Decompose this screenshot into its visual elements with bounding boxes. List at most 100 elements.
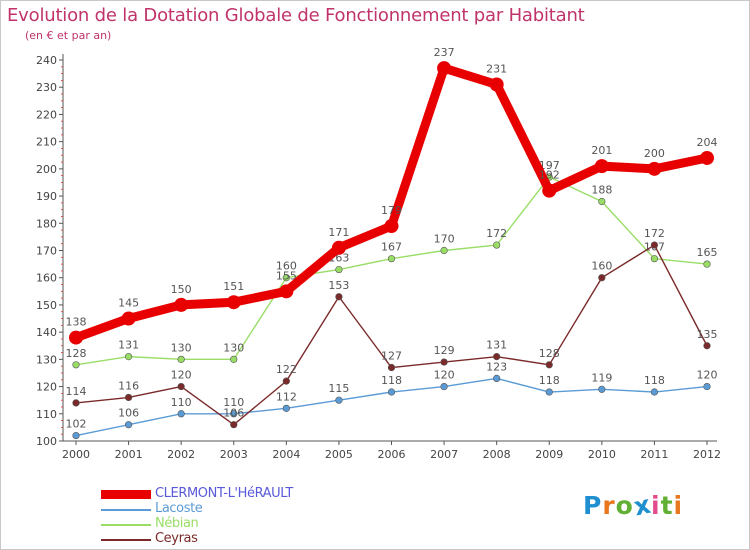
data-label-lacoste-2005: 115 [328, 382, 349, 395]
chart-title: Evolution de la Dotation Globale de Fonc… [7, 5, 585, 26]
data-point-clermont-l-h-rault-2012 [700, 150, 714, 165]
data-label-n-bian-2008: 172 [486, 227, 507, 240]
data-point-lacoste-2003 [230, 410, 238, 418]
y-tick-label-170: 170 [36, 245, 57, 258]
data-label-lacoste-2004: 112 [276, 390, 297, 403]
x-tick-label-2000: 2000 [62, 448, 90, 461]
data-label-ceyras-2002: 120 [171, 369, 192, 382]
legend-swatch-nebian [101, 524, 151, 526]
data-point-lacoste-2006 [387, 388, 396, 396]
data-point-n-bian-2007 [440, 246, 448, 255]
legend-item-nebian: Nébian [101, 516, 361, 532]
x-tick-label-2010: 2010 [588, 448, 616, 461]
data-point-lacoste-2008 [493, 374, 501, 383]
data-label-clermont-l-h-rault-2005: 171 [328, 226, 349, 239]
series-line-clermont-l-h-rault [74, 63, 708, 342]
data-point-ceyras-2011 [650, 241, 659, 249]
data-point-clermont-l-h-rault-2003 [226, 295, 241, 310]
data-point-ceyras-2012 [703, 342, 711, 350]
data-label-clermont-l-h-rault-2006: 179 [381, 204, 402, 217]
data-point-lacoste-2012 [703, 382, 711, 391]
data-label-n-bian-2004: 160 [276, 260, 297, 273]
data-point-lacoste-2011 [650, 388, 659, 396]
data-point-n-bian-2012 [703, 260, 711, 268]
legend-swatch-lacoste [101, 509, 151, 511]
legend: CLERMONT-L'HéRAULT Lacoste Nébian Ceyras [101, 486, 361, 547]
data-label-clermont-l-h-rault-2000: 138 [66, 316, 87, 329]
data-point-clermont-l-h-rault-2000 [69, 330, 83, 345]
data-point-lacoste-2007 [440, 382, 448, 391]
x-tick-label-2005: 2005 [325, 448, 353, 461]
data-point-ceyras-2001 [124, 393, 133, 402]
chart-subtitle: (en € et par an) [25, 29, 112, 42]
data-point-n-bian-2006 [387, 255, 396, 263]
data-label-lacoste-2003: 110 [223, 396, 244, 409]
data-label-clermont-l-h-rault-2010: 201 [591, 144, 612, 157]
data-label-clermont-l-h-rault-2003: 151 [223, 280, 244, 293]
data-point-ceyras-2006 [387, 363, 396, 372]
y-tick-label-240: 240 [36, 54, 57, 67]
data-label-ceyras-2001: 116 [118, 379, 139, 392]
logo-letter: i [673, 491, 684, 520]
data-label-lacoste-2006: 118 [381, 374, 402, 387]
data-point-clermont-l-h-rault-2006 [384, 219, 399, 234]
data-label-ceyras-2012: 135 [697, 328, 718, 341]
legend-label-nebian: Nébian [155, 516, 199, 531]
data-point-clermont-l-h-rault-2007 [437, 61, 452, 76]
y-tick-label-110: 110 [36, 408, 57, 421]
legend-label-lacoste: Lacoste [155, 501, 203, 516]
data-label-n-bian-2010: 188 [591, 184, 612, 197]
data-point-clermont-l-h-rault-2008 [489, 77, 504, 92]
y-tick-label-220: 220 [36, 108, 57, 121]
data-point-clermont-l-h-rault-2005 [331, 240, 346, 255]
data-point-lacoste-2004 [282, 404, 290, 412]
data-label-n-bian-2007: 170 [434, 233, 455, 246]
data-point-n-bian-2008 [493, 241, 501, 249]
data-label-n-bian-2003: 130 [223, 341, 244, 354]
data-point-clermont-l-h-rault-2004 [279, 284, 294, 299]
data-point-n-bian-2005 [335, 265, 343, 274]
data-point-n-bian-2004 [282, 274, 290, 282]
x-tick-label-2003: 2003 [220, 448, 248, 461]
data-point-ceyras-2000 [72, 399, 80, 407]
data-label-ceyras-2003: 106 [223, 407, 244, 420]
x-tick-label-2006: 2006 [378, 448, 406, 461]
data-label-clermont-l-h-rault-2009: 192 [539, 169, 560, 182]
data-label-ceyras-2010: 160 [591, 260, 612, 273]
x-tick-label-2004: 2004 [272, 448, 300, 461]
data-label-ceyras-2007: 129 [434, 344, 455, 357]
data-point-clermont-l-h-rault-2009 [542, 183, 557, 198]
data-point-n-bian-2003 [230, 355, 238, 363]
data-point-n-bian-2010 [598, 197, 606, 206]
y-tick-label-160: 160 [36, 272, 57, 285]
data-label-ceyras-2004: 122 [276, 363, 297, 376]
data-label-clermont-l-h-rault-2011: 200 [644, 147, 665, 160]
data-label-ceyras-2008: 131 [486, 339, 507, 352]
data-point-n-bian-2001 [124, 353, 133, 361]
logo-letter: t [660, 491, 674, 520]
data-label-lacoste-2002: 110 [171, 396, 192, 409]
data-point-lacoste-2001 [124, 421, 133, 429]
data-point-lacoste-2002 [177, 410, 185, 418]
y-tick-label-180: 180 [36, 217, 57, 230]
y-tick-label-210: 210 [36, 136, 57, 149]
data-point-n-bian-2000 [72, 361, 80, 369]
data-label-lacoste-2011: 118 [644, 374, 665, 387]
legend-swatch-clermont [101, 490, 151, 499]
data-label-clermont-l-h-rault-2002: 150 [171, 283, 192, 296]
data-point-ceyras-2007 [440, 358, 448, 366]
data-point-clermont-l-h-rault-2001 [121, 311, 136, 326]
legend-swatch-ceyras [101, 539, 151, 541]
x-tick-label-2012: 2012 [693, 448, 721, 461]
data-point-ceyras-2009 [545, 361, 553, 369]
data-point-lacoste-2009 [545, 388, 553, 396]
data-label-clermont-l-h-rault-2012: 204 [697, 136, 718, 149]
data-label-clermont-l-h-rault-2008: 231 [486, 62, 507, 75]
legend-label-ceyras: Ceyras [155, 531, 198, 546]
data-label-lacoste-2007: 120 [434, 369, 455, 382]
data-label-n-bian-2002: 130 [171, 341, 192, 354]
y-tick-label-100: 100 [36, 435, 57, 448]
y-tick-label-230: 230 [36, 81, 57, 94]
data-label-ceyras-2005: 153 [328, 279, 349, 292]
